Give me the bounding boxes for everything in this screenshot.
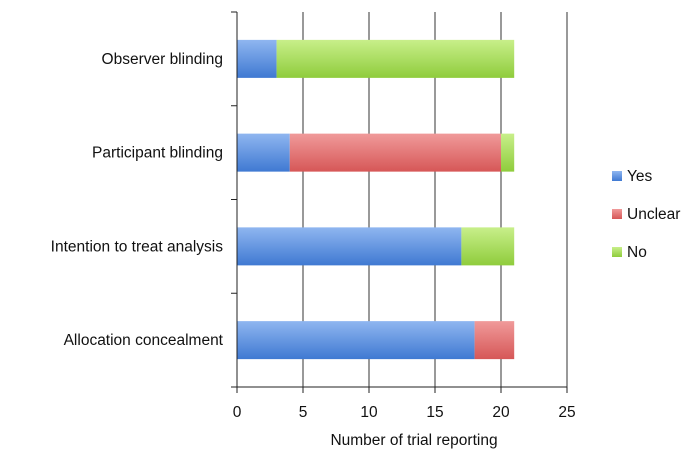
legend-label-unclear: Unclear — [627, 206, 680, 223]
x-tick-label: 20 — [492, 404, 510, 421]
category-label: Observer blinding — [102, 51, 223, 68]
legend-swatch-unclear — [612, 209, 622, 219]
bar-yes-0 — [237, 39, 277, 78]
bar-unclear-3 — [474, 321, 515, 360]
bar-yes-2 — [237, 227, 462, 266]
x-tick-label: 10 — [360, 404, 378, 421]
bar-unclear-1 — [289, 133, 501, 172]
x-tick-label: 5 — [299, 404, 308, 421]
category-label: Allocation concealment — [64, 332, 224, 349]
x-tick-label: 0 — [233, 404, 242, 421]
bar-no-0 — [276, 39, 515, 78]
bar-yes-3 — [237, 321, 475, 360]
x-tick-label: 15 — [426, 404, 443, 421]
bar-no-2 — [461, 227, 515, 266]
labels: 0 5 10 15 20 25 Observer blinding Participant b… — [51, 51, 576, 421]
legend-label-yes: Yes — [627, 168, 653, 185]
legend-swatch-no — [612, 247, 622, 257]
category-label: Intention to treat analysis — [51, 238, 224, 255]
legend: Yes Unclear No — [612, 168, 680, 261]
bar-yes-1 — [237, 133, 290, 172]
legend-swatch-yes — [612, 171, 622, 181]
category-label: Participant blinding — [92, 145, 223, 162]
x-tick-label: 25 — [558, 404, 575, 421]
bar-no-1 — [501, 133, 515, 172]
bars — [237, 39, 515, 360]
legend-label-no: No — [627, 244, 647, 261]
x-axis-title: Number of trial reporting — [330, 432, 497, 449]
axes — [236, 12, 567, 388]
